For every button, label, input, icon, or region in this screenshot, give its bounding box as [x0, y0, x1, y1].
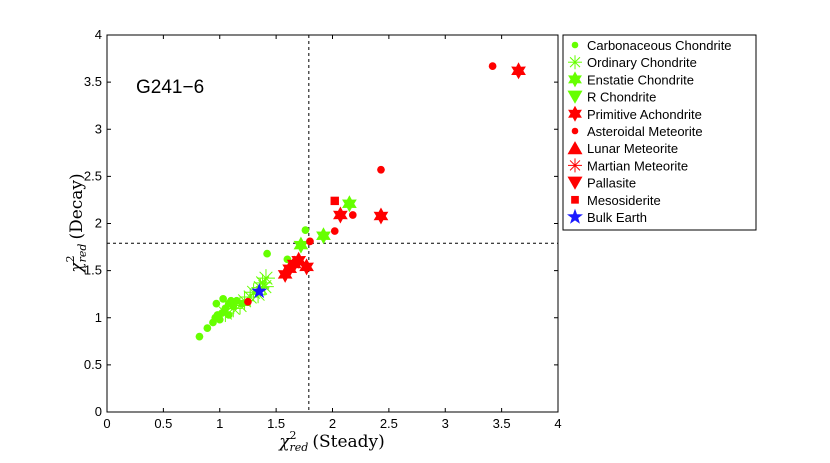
point-carbonaceous-chondrite [219, 295, 227, 303]
point-primitive-achondrite [373, 207, 389, 225]
x-tick-label: 1.5 [267, 416, 285, 431]
point-ordinary-chondrite [224, 299, 243, 318]
x-tick-label: 4 [554, 416, 561, 431]
point-primitive-achondrite [511, 62, 526, 80]
legend-label-enstatie-chondrite: Enstatie Chondrite [587, 72, 694, 87]
point-primitive-achondrite [277, 265, 293, 283]
point-primitive-achondrite [291, 251, 307, 269]
y-tick-label: 0.5 [84, 357, 102, 372]
x-tick-label: 0 [103, 416, 110, 431]
x-tick-label: 2.5 [380, 416, 398, 431]
legend-label-mesosiderite: Mesosiderite [587, 193, 661, 208]
point-asteroidal-meteorite [488, 62, 497, 70]
plot-area [106, 34, 559, 413]
point-asteroidal-meteorite [377, 165, 385, 174]
point-carbonaceous-chondrite [263, 249, 271, 258]
point-carbonaceous-chondrite [301, 226, 310, 234]
point-ordinary-chondrite [256, 269, 275, 288]
point-asteroidal-meteorite [244, 297, 252, 306]
legend-label-bulk-earth: Bulk Earth [587, 210, 647, 225]
point-carbonaceous-chondrite [195, 332, 204, 341]
reference-lines [107, 35, 558, 412]
point-asteroidal-meteorite [306, 237, 314, 246]
legend-marker-pallasite [567, 176, 583, 190]
y-tick-label: 2 [95, 216, 102, 231]
x-tick-label: 2 [329, 416, 336, 431]
y-tick-label: 3 [95, 121, 102, 136]
legend-label-pallasite: Pallasite [587, 176, 636, 191]
point-primitive-achondrite [282, 260, 298, 278]
point-enstatie-chondrite [342, 195, 357, 213]
y-tick-label: 1.5 [84, 263, 102, 278]
x-tick-label: 3.5 [493, 416, 511, 431]
point-mesosiderite [330, 196, 339, 206]
y-tick-label: 4 [95, 27, 102, 42]
x-tick-label: 1 [216, 416, 223, 431]
point-primitive-achondrite [333, 206, 348, 224]
y-tick-label: 1 [95, 310, 102, 325]
point-carbonaceous-chondrite [203, 324, 212, 332]
legend-marker-bulk-earth [567, 208, 583, 224]
legend-box [562, 34, 757, 231]
legend-marker-martian-meteorite [568, 158, 582, 173]
point-carbonaceous-chondrite [212, 299, 221, 308]
legend: Carbonaceous Chondrite Ordinary Chondrite… [562, 34, 757, 231]
x-tick-label: 3 [442, 416, 449, 431]
point-enstatie-chondrite [293, 236, 309, 254]
legend-marker-asteroidal-meteorite [571, 127, 579, 135]
y-tick-label: 0 [95, 404, 102, 419]
y-tick-label: 3.5 [84, 74, 102, 89]
legend-label-ordinary-chondrite: Ordinary Chondrite [587, 55, 697, 70]
legend-label-martian-meteorite: Martian Meteorite [587, 158, 688, 173]
legend-label-asteroidal-meteorite: Asteroidal Meteorite [587, 124, 703, 139]
x-tick-label: 0.5 [154, 416, 172, 431]
point-asteroidal-meteorite [330, 227, 339, 235]
legend-marker-r-chondrite [567, 90, 583, 104]
axis-ticks: 0 0.5 1 1.5 2 2.5 3 3.5 4 0 0.5 1 1.5 2 2.5 3 3.5 4 [84, 27, 562, 431]
legend-marker-carbonaceous-chondrite [571, 41, 579, 49]
legend-label-primitive-achondrite: Primitive Achondrite [587, 107, 702, 122]
point-enstatie-chondrite [316, 227, 331, 245]
legend-marker-primitive-achondrite [568, 105, 582, 122]
legend-label-lunar-meteorite: Lunar Meteorite [587, 141, 678, 156]
point-carbonaceous-chondrite [215, 315, 224, 324]
chart-title: G241−6 [136, 77, 204, 98]
legend-label-r-chondrite: R Chondrite [587, 90, 656, 105]
legend-marker-ordinary-chondrite [568, 55, 582, 70]
legend-marker-lunar-meteorite [567, 141, 583, 155]
point-asteroidal-meteorite [348, 211, 357, 219]
y-axis-title: χ2red(Decay) [64, 173, 89, 273]
legend-marker-enstatie-chondrite [568, 71, 582, 88]
point-bulk-earth [251, 282, 268, 299]
legend-label-carbonaceous-chondrite: Carbonaceous Chondrite [587, 38, 732, 53]
legend-marker-mesosiderite [571, 195, 579, 204]
x-axis-title: χ2 red (Steady) [278, 429, 385, 454]
data-markers [195, 62, 526, 341]
point-primitive-achondrite [299, 258, 314, 276]
y-tick-label: 2.5 [84, 168, 102, 183]
